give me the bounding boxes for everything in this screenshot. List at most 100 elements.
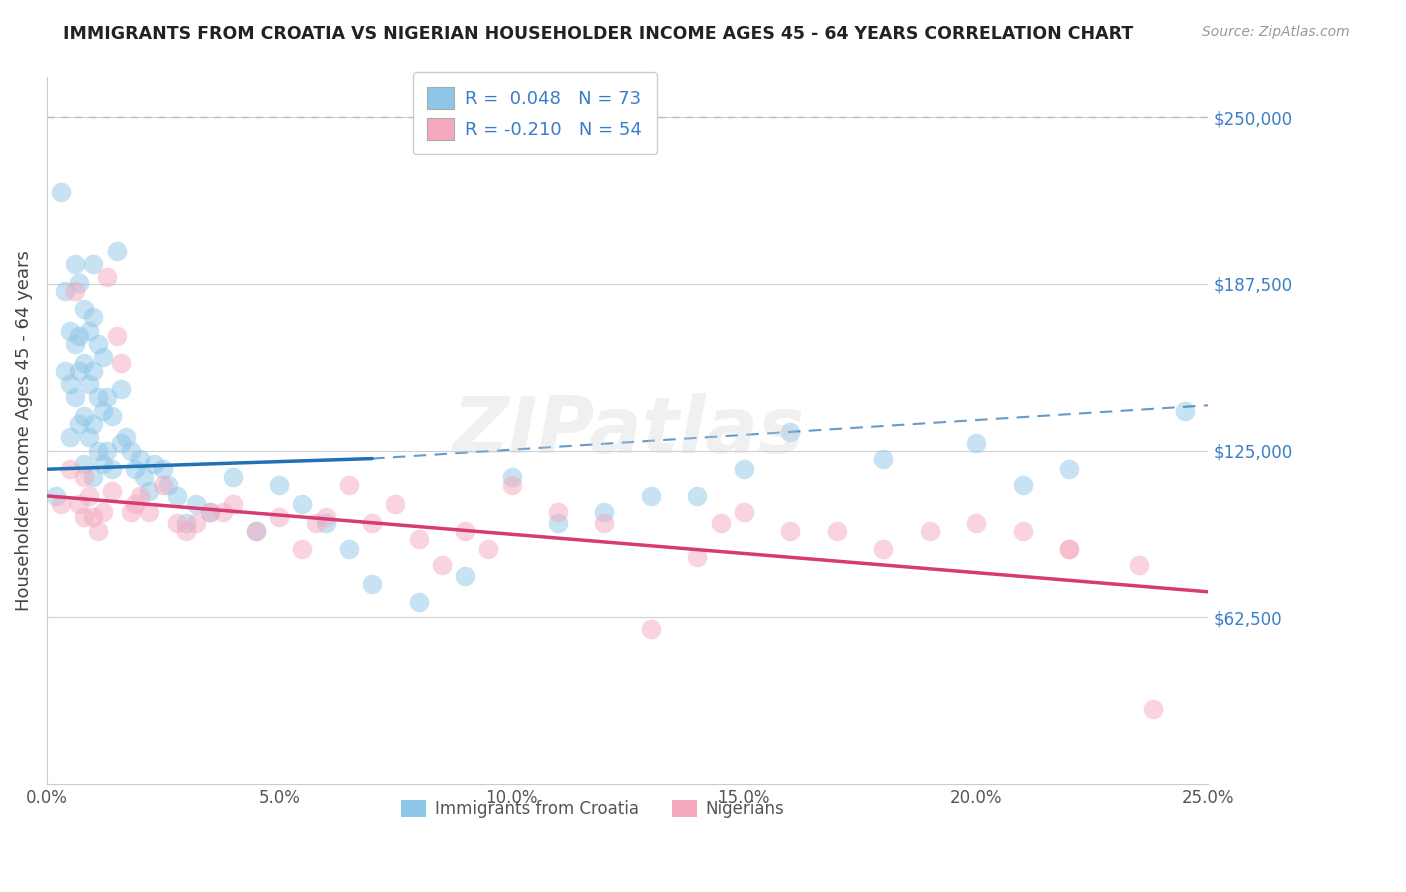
Point: [965, 516, 987, 530]
Point: [408, 532, 430, 546]
Point: [184, 516, 207, 530]
Point: [73, 470, 96, 484]
Point: [82, 510, 104, 524]
Point: [779, 524, 801, 538]
Point: [291, 497, 314, 511]
Point: [59, 376, 82, 391]
Point: [1142, 702, 1164, 716]
Text: ZIPatlas: ZIPatlas: [451, 392, 804, 468]
Point: [91, 351, 114, 365]
Point: [124, 497, 146, 511]
Point: [1057, 462, 1080, 476]
Point: [152, 462, 174, 476]
Point: [91, 403, 114, 417]
Point: [55, 363, 77, 377]
Point: [91, 505, 114, 519]
Point: [779, 425, 801, 439]
Point: [166, 489, 188, 503]
Point: [128, 489, 150, 503]
Point: [110, 435, 132, 450]
Point: [55, 284, 77, 298]
Point: [82, 363, 104, 377]
Point: [337, 478, 360, 492]
Point: [63, 257, 86, 271]
Point: [120, 443, 142, 458]
Point: [733, 462, 755, 476]
Point: [477, 542, 499, 557]
Point: [101, 409, 124, 423]
Point: [67, 329, 90, 343]
Point: [87, 443, 110, 458]
Point: [184, 497, 207, 511]
Point: [593, 516, 616, 530]
Point: [222, 497, 245, 511]
Point: [222, 470, 245, 484]
Point: [501, 470, 523, 484]
Point: [1057, 542, 1080, 557]
Point: [291, 542, 314, 557]
Point: [77, 324, 100, 338]
Point: [82, 310, 104, 325]
Point: [59, 462, 82, 476]
Point: [101, 483, 124, 498]
Point: [49, 497, 72, 511]
Point: [73, 510, 96, 524]
Point: [965, 435, 987, 450]
Point: [101, 462, 124, 476]
Point: [105, 329, 128, 343]
Text: IMMIGRANTS FROM CROATIA VS NIGERIAN HOUSEHOLDER INCOME AGES 45 - 64 YEARS CORREL: IMMIGRANTS FROM CROATIA VS NIGERIAN HOUS…: [63, 25, 1133, 43]
Point: [1011, 478, 1033, 492]
Point: [134, 470, 156, 484]
Point: [1174, 403, 1197, 417]
Point: [128, 451, 150, 466]
Point: [73, 409, 96, 423]
Point: [198, 505, 221, 519]
Point: [49, 185, 72, 199]
Point: [82, 257, 104, 271]
Point: [142, 457, 165, 471]
Point: [174, 524, 197, 538]
Point: [384, 497, 406, 511]
Point: [245, 524, 267, 538]
Point: [305, 516, 328, 530]
Point: [87, 390, 110, 404]
Point: [63, 284, 86, 298]
Point: [87, 524, 110, 538]
Point: [245, 524, 267, 538]
Point: [686, 489, 709, 503]
Point: [156, 478, 179, 492]
Point: [269, 478, 291, 492]
Point: [96, 390, 118, 404]
Point: [212, 505, 235, 519]
Point: [67, 276, 90, 290]
Point: [454, 569, 477, 583]
Point: [138, 483, 160, 498]
Point: [337, 542, 360, 557]
Point: [45, 489, 67, 503]
Point: [73, 302, 96, 317]
Point: [91, 457, 114, 471]
Point: [73, 457, 96, 471]
Point: [67, 417, 90, 431]
Point: [547, 505, 569, 519]
Point: [59, 324, 82, 338]
Point: [110, 356, 132, 370]
Point: [593, 505, 616, 519]
Point: [174, 516, 197, 530]
Point: [640, 489, 662, 503]
Point: [430, 558, 453, 573]
Point: [63, 337, 86, 351]
Point: [77, 489, 100, 503]
Point: [1011, 524, 1033, 538]
Point: [115, 430, 138, 444]
Point: [454, 524, 477, 538]
Point: [82, 417, 104, 431]
Text: Source: ZipAtlas.com: Source: ZipAtlas.com: [1202, 25, 1350, 39]
Point: [73, 356, 96, 370]
Point: [105, 244, 128, 258]
Point: [77, 430, 100, 444]
Point: [166, 516, 188, 530]
Y-axis label: Householder Income Ages 45 - 64 years: Householder Income Ages 45 - 64 years: [15, 250, 32, 611]
Point: [87, 337, 110, 351]
Point: [67, 363, 90, 377]
